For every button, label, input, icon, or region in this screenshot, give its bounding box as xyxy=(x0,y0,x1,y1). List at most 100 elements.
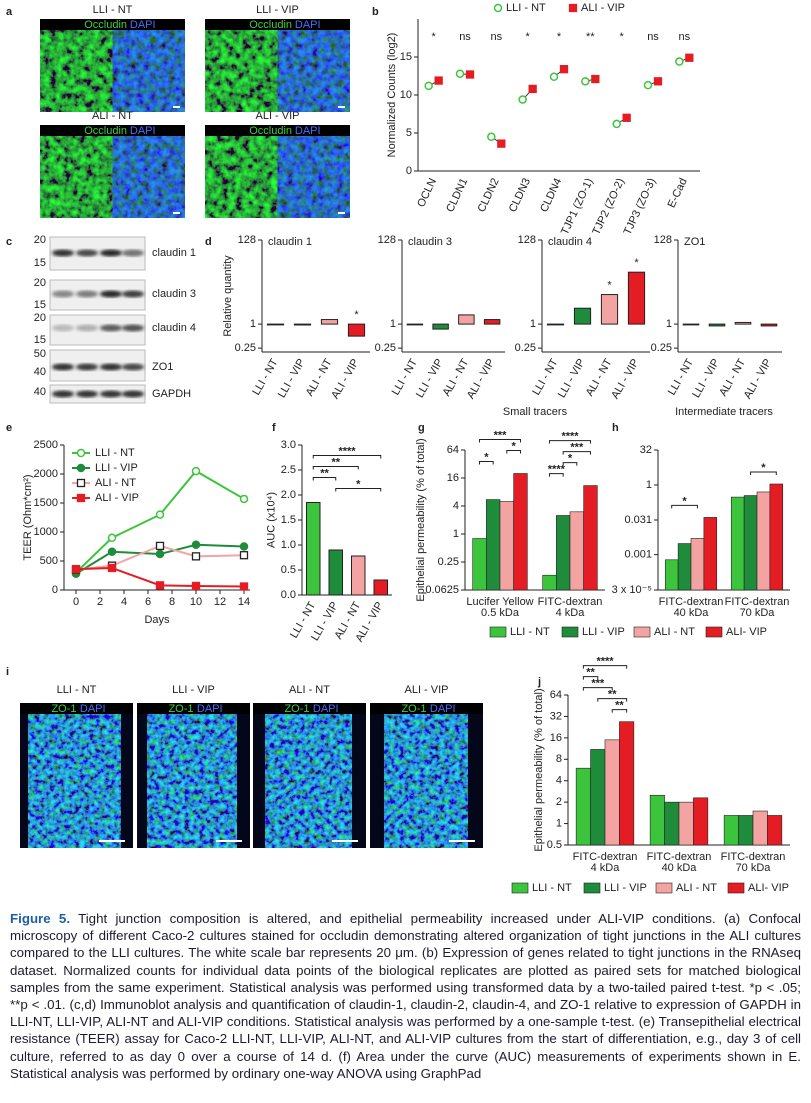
stain-label: Occludin xyxy=(84,125,127,137)
marker xyxy=(76,463,86,473)
significance-label: * xyxy=(356,478,361,490)
counterstain-label: DAPI xyxy=(80,703,106,715)
stain-label: Occludin xyxy=(249,125,292,137)
bar xyxy=(619,721,635,846)
blot-band xyxy=(76,390,98,398)
bar xyxy=(760,323,778,327)
bar xyxy=(708,323,726,327)
blot-band xyxy=(100,363,122,371)
caption-text: Tight junction composition is altered, a… xyxy=(10,911,801,1081)
y-tick-label: 0.5 xyxy=(547,839,562,851)
bar xyxy=(347,323,366,337)
marker xyxy=(191,552,201,561)
y-tick-label: 1 xyxy=(250,318,256,330)
marker xyxy=(497,139,506,148)
x-tick-label: LLI - VIP xyxy=(556,357,588,400)
protein-label: claudin 1 xyxy=(152,247,196,259)
significance-label: *** xyxy=(591,678,605,690)
significance-bracket xyxy=(582,676,599,680)
bar xyxy=(590,749,606,846)
y-tick-label: 4 xyxy=(556,775,562,787)
significance-label: * xyxy=(512,440,517,452)
x-tick-label: CLDN3 xyxy=(507,176,533,214)
y-tick-label: 1 xyxy=(530,318,536,330)
significance-label: **** xyxy=(548,463,566,475)
x-tick-label: 10 xyxy=(190,596,202,608)
x-tick-label: OCLN xyxy=(415,176,439,209)
mw-marker: 50 xyxy=(34,348,46,360)
significance-bracket xyxy=(549,473,564,477)
x-tick-label: 12 xyxy=(214,596,226,608)
micrograph-merge xyxy=(277,30,350,112)
x-tick-label: 2 xyxy=(97,596,103,608)
x-tick-label: 40 kDa xyxy=(662,862,698,874)
blot-band xyxy=(122,249,144,257)
mw-marker: 20 xyxy=(34,312,46,324)
caption-label: Figure 5. xyxy=(10,911,71,926)
counterstain-label: DAPI xyxy=(130,19,156,31)
bar xyxy=(499,501,514,591)
y-tick-label: 0.0625 xyxy=(425,584,459,596)
protein-label: claudin 3 xyxy=(152,288,196,300)
legend-label: LLI - NT xyxy=(506,2,546,14)
marker xyxy=(465,70,475,79)
significance-bracket xyxy=(506,449,521,454)
y-tick-label: 1 xyxy=(453,528,459,540)
significance-bracket xyxy=(582,687,613,691)
y-tick-label: 32 xyxy=(640,444,652,456)
x-tick-label: 4 xyxy=(121,596,127,608)
bar xyxy=(752,810,768,846)
y-axis-label: Epithelial permeability (% of total) xyxy=(533,688,545,851)
image-title: LLI - NT xyxy=(93,4,133,16)
significance-label: * xyxy=(607,279,612,291)
bar xyxy=(743,495,758,591)
blot-band xyxy=(76,363,98,371)
significance-bracket xyxy=(597,698,628,702)
stain-bar xyxy=(40,125,185,136)
stain-label: ZO-1 xyxy=(284,703,309,715)
blot-band xyxy=(100,324,122,332)
y-tick-label: 1000 xyxy=(34,526,58,538)
chart-title: Small tracers xyxy=(503,406,568,418)
significance-bracket xyxy=(479,460,494,465)
significance-label: * xyxy=(761,462,766,474)
marker xyxy=(191,466,201,476)
counterstain-label: DAPI xyxy=(430,703,456,715)
y-tick-label: 1.5 xyxy=(281,514,296,526)
stain-bar xyxy=(40,19,185,30)
caption: Figure 5. Tight junction composition is … xyxy=(10,910,801,1100)
y-axis-label: AUC (x10⁴) xyxy=(265,492,277,548)
significance-label: *** xyxy=(570,441,584,453)
y-tick-label: 5 xyxy=(406,127,412,139)
legend-label: ALI - NT xyxy=(95,477,136,489)
legend-label: ALI - NT xyxy=(654,626,695,638)
y-tick-label: 1 xyxy=(556,817,562,829)
y-tick-label: 2.5 xyxy=(281,464,296,476)
legend-label: ALI - VIP xyxy=(95,492,139,504)
stain-bar xyxy=(370,703,483,714)
legend-label: ALI - NT xyxy=(676,882,717,894)
y-tick-label: 1 xyxy=(646,479,652,491)
marker xyxy=(549,72,559,82)
y-tick-label: 2500 xyxy=(34,439,58,451)
y-axis-label: Relative quantity xyxy=(222,255,234,337)
significance-label: ns xyxy=(459,31,471,43)
bar xyxy=(513,473,528,591)
micrograph xyxy=(384,714,468,848)
bar xyxy=(678,801,694,846)
x-axis-label: Days xyxy=(144,614,170,626)
significance-label: * xyxy=(634,257,639,269)
marker xyxy=(568,3,578,13)
significance-label: ns xyxy=(647,31,659,43)
significance-label: * xyxy=(620,31,625,43)
stain-bar xyxy=(20,703,133,714)
blot-band xyxy=(52,290,74,298)
significance-label: * xyxy=(557,31,562,43)
significance-label: **** xyxy=(338,445,356,457)
counterstain-label: DAPI xyxy=(130,125,156,137)
x-tick-label: LLI - NT xyxy=(250,357,280,398)
legend-swatch xyxy=(561,626,579,638)
bar xyxy=(756,491,771,591)
stain-label: ZO-1 xyxy=(168,703,193,715)
micrograph xyxy=(265,714,352,848)
